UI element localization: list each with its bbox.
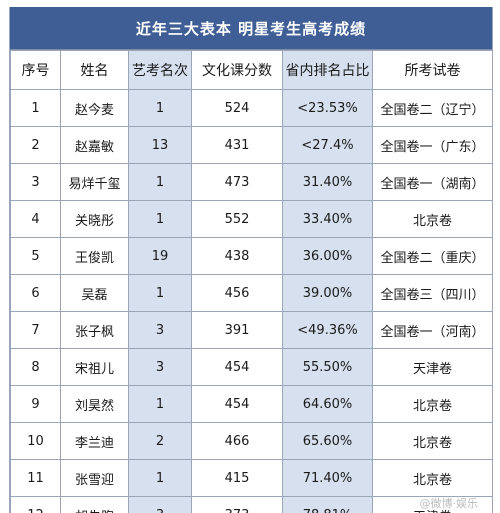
score-table: 序号 姓名 艺考名次 文化课分数 省内排名占比 所考试卷 1 赵今麦 1 524 <23… xyxy=(10,50,492,513)
cell-index: 4 xyxy=(10,200,61,238)
cell-province-rank: <23.53% xyxy=(282,89,373,127)
cell-culture-score: 431 xyxy=(191,126,283,164)
cell-name: 赵今麦 xyxy=(60,89,129,127)
cell-index: 2 xyxy=(10,126,61,164)
cell-index: 8 xyxy=(10,348,61,386)
cell-exam-paper: 全国卷一（湖南） xyxy=(372,163,492,201)
cell-province-rank: 78.81% xyxy=(282,496,373,513)
table-row: 12胡先煦337378.81%天津卷 xyxy=(10,496,492,513)
cell-exam-paper: 全国卷三（四川） xyxy=(372,274,492,312)
table-row: 2 赵嘉敏 13 431 <27.4% 全国卷一（广东） xyxy=(10,126,492,164)
cell-art-rank: 1 xyxy=(128,200,192,238)
cell-index: 11 xyxy=(10,459,61,497)
cell-exam-paper: 北京卷 xyxy=(372,385,492,423)
cell-art-rank: 1 xyxy=(128,274,192,312)
cell-art-rank: 1 xyxy=(128,163,192,201)
cell-index: 7 xyxy=(10,311,61,349)
cell-province-rank: 36.00% xyxy=(282,237,373,275)
cell-culture-score: 524 xyxy=(191,89,283,127)
cell-name: 易烊千玺 xyxy=(60,163,129,201)
cell-exam-paper: 北京卷 xyxy=(372,422,492,460)
cell-province-rank: 31.40% xyxy=(282,163,373,201)
cell-province-rank: <27.4% xyxy=(282,126,373,164)
table-row: 9 刘昊然 1 454 64.60% 北京卷 xyxy=(10,385,492,423)
cell-culture-score: 391 xyxy=(191,311,283,349)
cell-name: 王俊凯 xyxy=(60,237,129,275)
cell-name: 张雪迎 xyxy=(60,459,129,497)
table-row: 8 宋祖儿 3 454 55.50% 天津卷 xyxy=(10,348,492,386)
table-row: 1 赵今麦 1 524 <23.53% 全国卷二（辽宁） xyxy=(10,89,492,127)
cell-culture-score: 373 xyxy=(191,496,283,513)
header-name: 姓名 xyxy=(60,50,129,90)
score-table-card: 近年三大表本 明星考生高考成绩 序号 姓名 艺考名次 文化课分数 省内排名占比 … xyxy=(9,7,493,513)
cell-exam-paper: 全国卷二（辽宁） xyxy=(372,89,492,127)
table-row: 3 易烊千玺 1 473 31.40% 全国卷一（湖南） xyxy=(10,163,492,201)
cell-name: 关晓彤 xyxy=(60,200,129,238)
cell-name: 宋祖儿 xyxy=(60,348,129,386)
header-row: 序号 姓名 艺考名次 文化课分数 省内排名占比 所考试卷 xyxy=(10,50,492,90)
table-row: 11 张雪迎 1 415 71.40% 北京卷 xyxy=(10,459,492,497)
cell-province-rank: 65.60% xyxy=(282,422,373,460)
cell-art-rank: 13 xyxy=(128,126,192,164)
cell-exam-paper: 北京卷 xyxy=(372,459,492,497)
cell-art-rank: 1 xyxy=(128,385,192,423)
cell-exam-paper: 全国卷二（重庆） xyxy=(372,237,492,275)
cell-index: 10 xyxy=(10,422,61,460)
cell-index: 1 xyxy=(10,89,61,127)
cell-art-rank: 3 xyxy=(128,496,192,513)
cell-province-rank: 33.40% xyxy=(282,200,373,238)
cell-exam-paper: 天津卷 xyxy=(372,496,492,513)
table-row: 4 关晓彤 1 552 33.40% 北京卷 xyxy=(10,200,492,238)
cell-province-rank: 64.60% xyxy=(282,385,373,423)
cell-exam-paper: 北京卷 xyxy=(372,200,492,238)
cell-index: 6 xyxy=(10,274,61,312)
header-index: 序号 xyxy=(10,50,61,90)
table-title: 近年三大表本 明星考生高考成绩 xyxy=(10,7,492,50)
header-province-rank: 省内排名占比 xyxy=(282,50,373,90)
cell-culture-score: 454 xyxy=(191,348,283,386)
cell-culture-score: 552 xyxy=(191,200,283,238)
cell-province-rank: 39.00% xyxy=(282,274,373,312)
cell-culture-score: 415 xyxy=(191,459,283,497)
cell-province-rank: 71.40% xyxy=(282,459,373,497)
table-row: 7 张子枫 3 391 <49.36% 全国卷一（河南） xyxy=(10,311,492,349)
cell-name: 吴磊 xyxy=(60,274,129,312)
cell-culture-score: 456 xyxy=(191,274,283,312)
cell-art-rank: 3 xyxy=(128,348,192,386)
cell-art-rank: 2 xyxy=(128,422,192,460)
watermark: @微博·娱乐 xyxy=(419,497,479,510)
cell-index: 3 xyxy=(10,163,61,201)
cell-art-rank: 3 xyxy=(128,311,192,349)
cell-art-rank: 19 xyxy=(128,237,192,275)
header-culture-score: 文化课分数 xyxy=(191,50,283,90)
cell-exam-paper: 全国卷一（河南） xyxy=(372,311,492,349)
cell-name: 李兰迪 xyxy=(60,422,129,460)
cell-culture-score: 466 xyxy=(191,422,283,460)
cell-index: 9 xyxy=(10,385,61,423)
header-art-rank: 艺考名次 xyxy=(128,50,192,90)
cell-index: 5 xyxy=(10,237,61,275)
cell-art-rank: 1 xyxy=(128,459,192,497)
cell-culture-score: 438 xyxy=(191,237,283,275)
cell-exam-paper: 全国卷一（广东） xyxy=(372,126,492,164)
cell-index: 12 xyxy=(10,496,61,513)
cell-culture-score: 473 xyxy=(191,163,283,201)
header-exam-paper: 所考试卷 xyxy=(372,50,492,90)
cell-exam-paper: 天津卷 xyxy=(372,348,492,386)
cell-art-rank: 1 xyxy=(128,89,192,127)
cell-culture-score: 454 xyxy=(191,385,283,423)
cell-province-rank: <49.36% xyxy=(282,311,373,349)
cell-name: 张子枫 xyxy=(60,311,129,349)
cell-name: 刘昊然 xyxy=(60,385,129,423)
cell-name: 赵嘉敏 xyxy=(60,126,129,164)
cell-name: 胡先煦 xyxy=(60,496,129,513)
table-row: 5 王俊凯 19 438 36.00% 全国卷二（重庆） xyxy=(10,237,492,275)
table-row: 10 李兰迪 2 466 65.60% 北京卷 xyxy=(10,422,492,460)
cell-province-rank: 55.50% xyxy=(282,348,373,386)
table-row: 6 吴磊 1 456 39.00% 全国卷三（四川） xyxy=(10,274,492,312)
